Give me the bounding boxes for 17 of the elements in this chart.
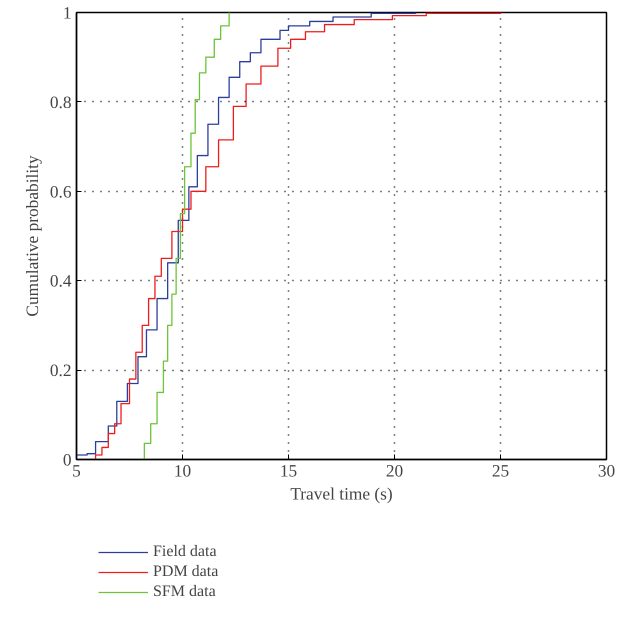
- x-tick-label: 15: [280, 462, 298, 480]
- y-tick-label: 0.2: [50, 361, 72, 380]
- y-tick-label: 0.4: [50, 272, 72, 291]
- x-axis-title: Travel time (s): [290, 484, 393, 504]
- x-tick-label: 5: [72, 462, 81, 480]
- y-tick-label: 1: [62, 4, 72, 22]
- y-tick-label: 0.6: [50, 182, 72, 202]
- x-tick-label: 25: [492, 462, 510, 480]
- legend-label: Field data: [153, 543, 217, 561]
- x-tick-label: 10: [174, 462, 192, 480]
- legend-label: PDM data: [153, 563, 218, 581]
- x-tick-label: 20: [386, 462, 404, 480]
- x-tick-label: 30: [598, 462, 616, 480]
- legend-label: SFM data: [153, 583, 216, 601]
- y-tick-label: 0.8: [50, 92, 72, 112]
- y-tick-label: 0: [62, 450, 72, 470]
- y-axis-title: Cumulative probability: [22, 155, 42, 317]
